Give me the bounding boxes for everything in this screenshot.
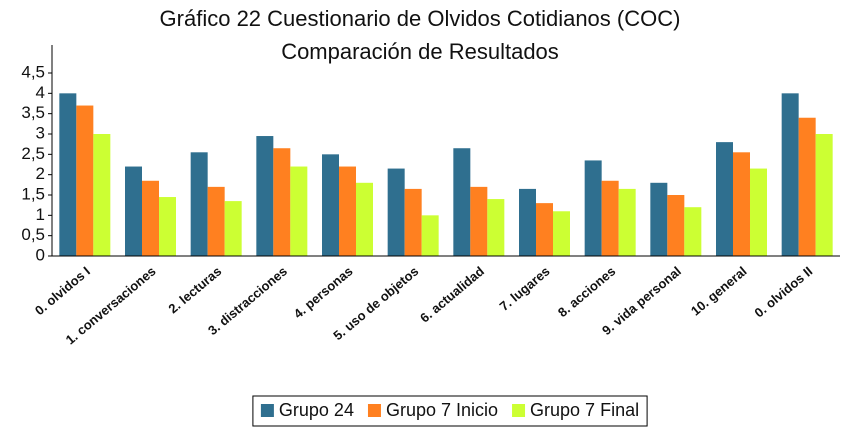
legend-swatch (260, 404, 274, 417)
legend-label: Grupo 7 Inicio (386, 400, 498, 420)
y-tick-label: 1 (36, 205, 45, 224)
bar (190, 152, 208, 256)
bar (584, 160, 602, 256)
bar (404, 188, 422, 256)
chart-title: Gráfico 22 Cuestionario de Olvidos Cotid… (160, 6, 681, 31)
bar (667, 195, 685, 256)
bar (650, 182, 668, 256)
y-tick-label: 0 (36, 245, 45, 264)
bar (59, 93, 77, 256)
bar (273, 148, 291, 256)
y-tick-label: 2 (36, 164, 45, 183)
y-tick-label: 3 (36, 123, 45, 142)
legend-label: Grupo 24 (279, 400, 354, 420)
bar (339, 166, 356, 256)
bar (224, 201, 242, 256)
bar (781, 93, 799, 256)
bar (716, 142, 733, 256)
legend-swatch (512, 404, 526, 417)
bar (798, 117, 816, 256)
x-tick-label: 10. general (688, 263, 750, 318)
x-tick-label: 4. personas (291, 263, 356, 321)
bar (387, 168, 405, 256)
x-tick-label: 0. olvidos I (32, 263, 93, 318)
bar (750, 168, 767, 256)
bar (536, 203, 553, 256)
bar (290, 166, 308, 256)
bar (356, 182, 373, 256)
bar (684, 207, 702, 256)
chart-subtitle: Comparación de Resultados (281, 39, 559, 64)
x-tick-label: 7. lugares (496, 263, 552, 314)
bar (207, 186, 225, 256)
bar (553, 211, 570, 256)
bar (421, 215, 439, 256)
bar (519, 188, 536, 256)
bar (93, 134, 111, 256)
bar (618, 188, 636, 256)
y-tick-label: 4,5 (21, 62, 45, 81)
bar (453, 148, 471, 256)
bar (125, 166, 142, 256)
bar (601, 180, 619, 256)
bar (256, 136, 274, 256)
x-tick-label: 8. acciones (555, 263, 618, 320)
x-tick-label: 2. lecturas (165, 263, 224, 316)
bar (487, 199, 505, 256)
bar (142, 180, 159, 256)
legend-box (252, 395, 648, 427)
y-tick-label: 3,5 (21, 103, 45, 122)
bar (76, 105, 94, 257)
y-tick-label: 1,5 (21, 184, 45, 203)
bar (733, 152, 750, 256)
bar (470, 186, 488, 256)
y-tick-label: 2,5 (21, 144, 45, 163)
bar (159, 197, 176, 256)
bar (322, 154, 339, 256)
x-tick-label: 0. olvidos II (751, 263, 815, 320)
legend-swatch (367, 404, 381, 417)
legend-label: Grupo 7 Final (530, 400, 639, 420)
bar (815, 134, 833, 256)
y-tick-label: 4 (36, 83, 45, 102)
x-tick-label: 6. actualidad (417, 263, 487, 325)
y-tick-label: 0,5 (21, 225, 45, 244)
